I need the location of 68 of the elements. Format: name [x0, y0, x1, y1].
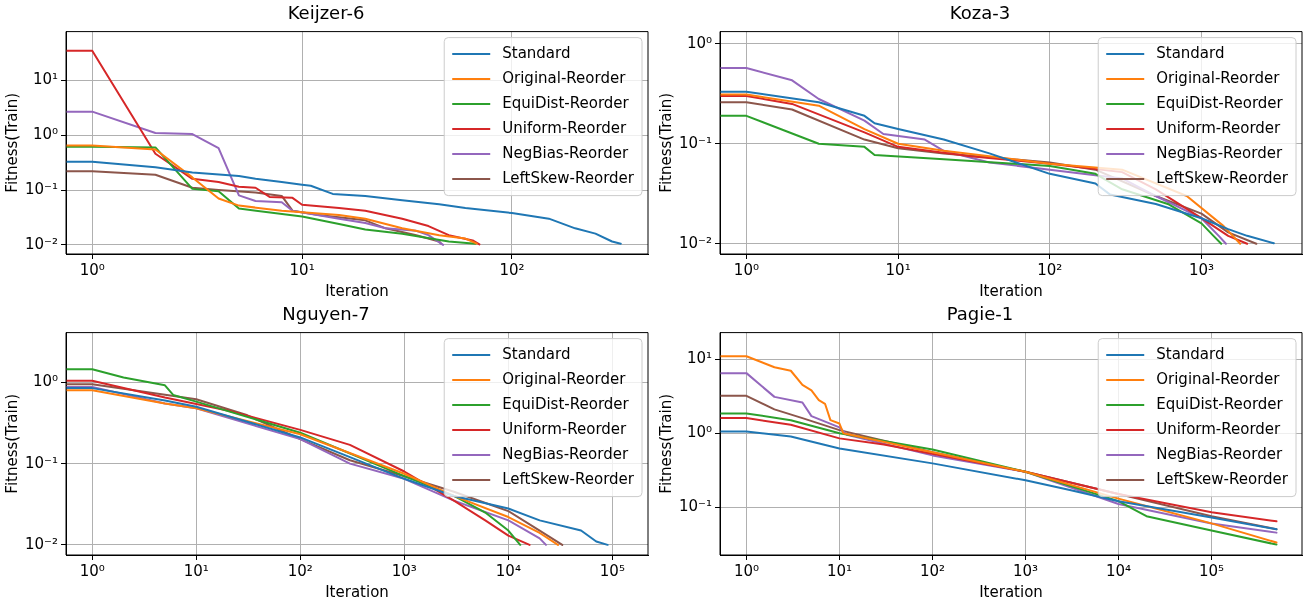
- y-tick-label: 10⁻¹: [678, 496, 713, 515]
- x-axis-title: Iteration: [325, 582, 389, 601]
- legend-label: Original-Reorder: [502, 369, 627, 388]
- legend-label: Uniform-Reorder: [502, 118, 628, 137]
- chart-title: Pagie-1: [946, 303, 1014, 325]
- y-tick-label: 10¹: [32, 70, 59, 89]
- x-tick-label: 10²: [499, 260, 525, 279]
- y-tick-label: 10⁻²: [24, 534, 59, 553]
- chart-title: Keijzer-6: [287, 2, 365, 24]
- y-tick-label: 10¹: [686, 349, 713, 368]
- legend-label: LeftSkew-Reorder: [502, 168, 635, 187]
- y-axis-title: Fitness(Train): [2, 92, 21, 193]
- legend-label: Standard: [502, 43, 571, 62]
- x-tick-label: 10²: [1037, 260, 1063, 279]
- legend-label: Original-Reorder: [1156, 68, 1281, 87]
- legend-label: NegBias-Reorder: [502, 444, 629, 463]
- legend-label: Standard: [502, 344, 571, 363]
- x-tick-label: 10¹: [183, 561, 209, 580]
- x-axis-title: Iteration: [979, 582, 1043, 601]
- x-tick-label: 10¹: [289, 260, 315, 279]
- legend-label: Standard: [1156, 43, 1225, 62]
- y-tick-label: 10⁻¹: [678, 133, 713, 152]
- x-tick-label: 10⁰: [733, 561, 759, 580]
- x-tick-label: 10¹: [826, 561, 852, 580]
- chart-title: Nguyen-7: [282, 303, 370, 325]
- legend-label: Original-Reorder: [1156, 369, 1281, 388]
- x-tick-label: 10⁵: [599, 561, 625, 580]
- legend-label: LeftSkew-Reorder: [1156, 469, 1289, 488]
- legend-label: Uniform-Reorder: [502, 419, 628, 438]
- y-axis-title: Fitness(Train): [2, 393, 21, 494]
- y-tick-label: 10⁻²: [24, 234, 59, 253]
- legend-label: Uniform-Reorder: [1156, 419, 1282, 438]
- x-tick-label: 10⁴: [1105, 561, 1132, 580]
- y-axis-title: Fitness(Train): [656, 393, 675, 494]
- x-tick-label: 10³: [391, 561, 417, 580]
- x-tick-label: 10²: [287, 561, 313, 580]
- x-tick-label: 10⁵: [1198, 561, 1225, 580]
- y-tick-label: 10⁻¹: [24, 179, 59, 198]
- y-tick-label: 10⁰: [686, 33, 713, 52]
- legend-label: Uniform-Reorder: [1156, 118, 1282, 137]
- x-tick-label: 10⁰: [79, 561, 105, 580]
- x-axis-title: Iteration: [325, 281, 389, 300]
- x-tick-label: 10¹: [885, 260, 911, 279]
- chart-title: Koza-3: [949, 2, 1011, 24]
- y-axis-title: Fitness(Train): [656, 92, 675, 193]
- legend-label: Original-Reorder: [502, 68, 627, 87]
- y-tick-label: 10⁰: [32, 125, 59, 144]
- x-axis-title: Iteration: [979, 281, 1043, 300]
- legend-label: NegBias-Reorder: [502, 143, 629, 162]
- legend-label: NegBias-Reorder: [1156, 444, 1283, 463]
- y-tick-label: 10⁻²: [678, 233, 713, 252]
- y-tick-label: 10⁰: [686, 423, 713, 442]
- legend-label: EquiDist-Reorder: [1156, 93, 1284, 112]
- x-tick-label: 10⁰: [79, 260, 105, 279]
- legend-label: LeftSkew-Reorder: [502, 469, 635, 488]
- legend-label: EquiDist-Reorder: [502, 93, 630, 112]
- legend-label: LeftSkew-Reorder: [1156, 168, 1289, 187]
- x-tick-label: 10²: [919, 561, 946, 580]
- legend-label: EquiDist-Reorder: [1156, 394, 1284, 413]
- x-tick-label: 10³: [1188, 260, 1215, 279]
- y-tick-label: 10⁻¹: [24, 453, 59, 472]
- x-tick-label: 10⁰: [733, 260, 759, 279]
- legend-label: Standard: [1156, 344, 1225, 363]
- legend-label: NegBias-Reorder: [1156, 143, 1283, 162]
- legend-label: EquiDist-Reorder: [502, 394, 630, 413]
- x-tick-label: 10³: [1012, 561, 1039, 580]
- y-tick-label: 10⁰: [32, 372, 59, 391]
- x-tick-label: 10⁴: [495, 561, 521, 580]
